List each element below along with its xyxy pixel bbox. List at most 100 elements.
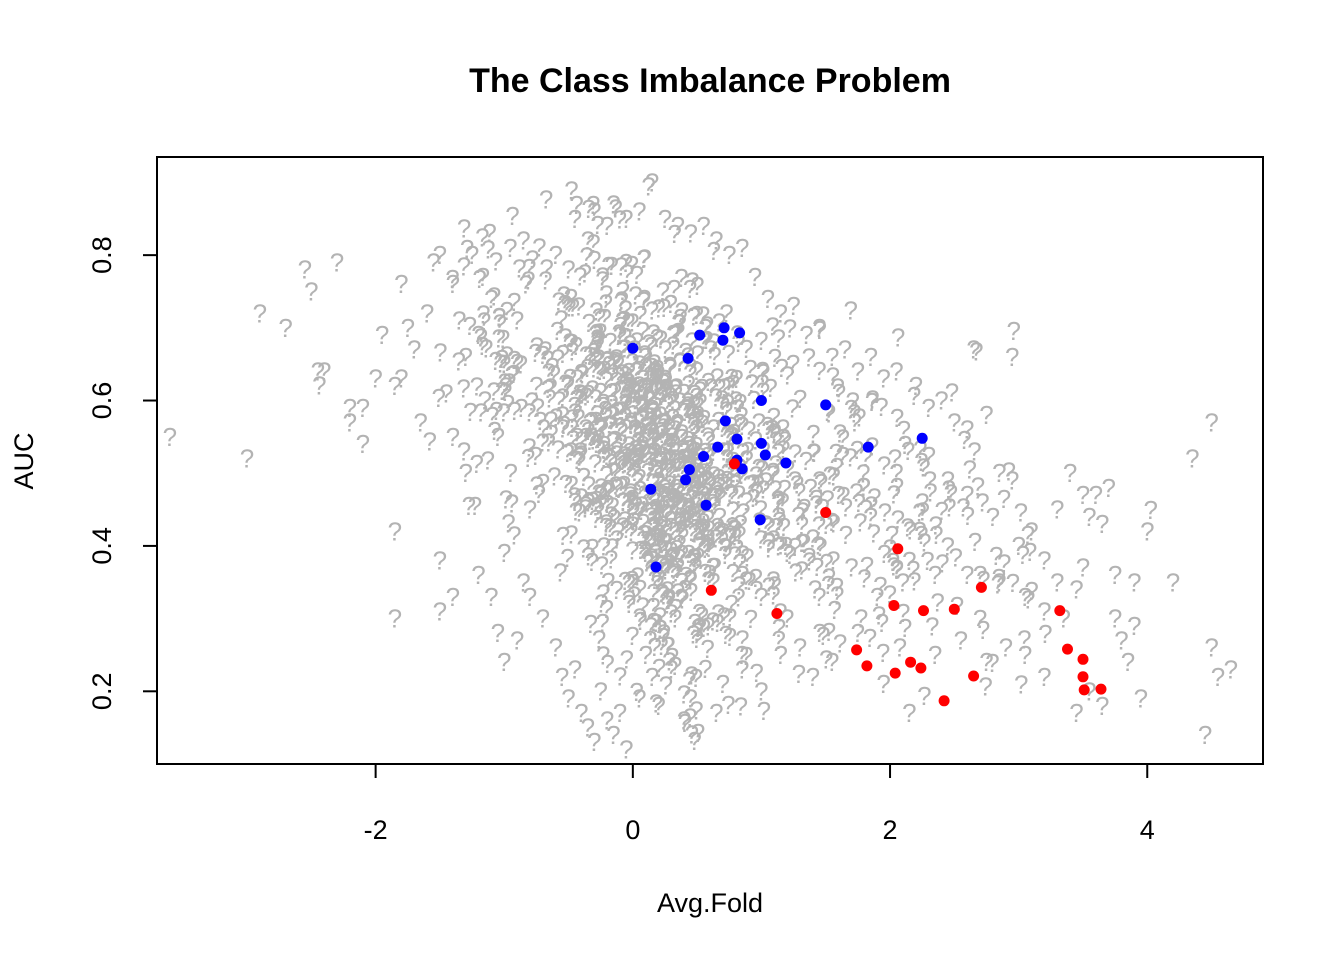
cloud-mark: ? (660, 452, 674, 482)
cloud-mark: ? (637, 519, 651, 549)
cloud-mark: ? (766, 580, 780, 610)
question-mark-point: ? (356, 429, 370, 459)
question-mark-point: ? (780, 538, 794, 568)
cloud-mark: ? (712, 502, 726, 532)
cloud-mark: ? (542, 384, 556, 414)
cloud-mark: ? (813, 532, 827, 562)
cloud-mark: ? (555, 382, 569, 412)
question-mark-point: ? (497, 349, 511, 379)
cloud-mark: ? (672, 508, 686, 538)
cloud-mark: ? (599, 460, 613, 490)
cloud-mark: ? (594, 588, 608, 618)
question-mark-point: ? (388, 604, 402, 634)
cloud-mark: ? (771, 324, 785, 354)
cloud-mark: ? (712, 516, 726, 546)
cloud-mark: ? (620, 443, 634, 473)
cloud-mark: ? (685, 267, 699, 297)
cloud-mark: ? (501, 389, 515, 419)
cloud-mark: ? (648, 403, 662, 433)
question-mark-point: ? (876, 669, 890, 699)
question-mark-point: ? (645, 167, 659, 197)
cloud-mark: ? (668, 414, 682, 444)
cloud-mark: ? (761, 533, 775, 563)
cloud-mark: ? (887, 479, 901, 509)
question-mark-point: ? (478, 386, 492, 416)
cloud-mark: ? (528, 441, 542, 471)
cloud-mark: ? (645, 295, 659, 325)
cloud-mark: ? (833, 628, 847, 658)
cloud-mark: ? (572, 292, 586, 322)
cloud-mark: ? (771, 531, 785, 561)
cloud-mark: ? (700, 421, 714, 451)
cloud-mark: ? (688, 457, 702, 487)
cloud-mark: ? (716, 391, 730, 421)
cloud-mark: ? (944, 478, 958, 508)
question-mark-point: ? (966, 335, 980, 365)
red-point (1078, 684, 1090, 696)
cloud-mark: ? (627, 376, 641, 406)
cloud-mark: ? (498, 367, 512, 397)
cloud-mark: ? (662, 413, 676, 443)
cloud-mark: ? (560, 291, 574, 321)
cloud-mark: ? (688, 518, 702, 548)
question-mark-point: ? (793, 633, 807, 663)
cloud-mark: ? (648, 565, 662, 595)
cloud-mark: ? (711, 479, 725, 509)
cloud-mark: ? (556, 521, 570, 551)
cloud-mark: ? (570, 445, 584, 475)
cloud-mark: ? (742, 566, 756, 596)
cloud-mark: ? (845, 386, 859, 416)
cloud-mark: ? (654, 631, 668, 661)
x-axis: -2 0 2 4 (364, 763, 1155, 845)
cloud-mark: ? (722, 424, 736, 454)
cloud-mark: ? (634, 496, 648, 526)
cloud-mark: ? (636, 393, 650, 423)
cloud-mark: ? (681, 496, 695, 526)
cloud-mark: ? (675, 423, 689, 453)
cloud-mark: ? (907, 566, 921, 596)
cloud-mark: ? (678, 503, 692, 533)
cloud-mark: ? (554, 305, 568, 335)
blue-point (683, 464, 695, 476)
cloud-mark: ? (689, 300, 703, 330)
question-mark-point: ? (458, 458, 472, 488)
question-mark-point: ? (1198, 720, 1212, 750)
cloud-mark: ? (596, 391, 610, 421)
cloud-mark: ? (792, 477, 806, 507)
question-mark-point: ? (831, 480, 845, 510)
cloud-mark: ? (766, 566, 780, 596)
cloud-mark: ? (678, 487, 692, 517)
cloud-mark: ? (997, 549, 1011, 579)
cloud-mark: ? (663, 453, 677, 483)
cloud-mark: ? (564, 470, 578, 500)
cloud-mark: ? (721, 419, 735, 449)
question-mark-point: ? (999, 633, 1013, 663)
cloud-mark: ? (712, 373, 726, 403)
cloud-mark: ? (668, 651, 682, 681)
question-mark-point: ? (484, 284, 498, 314)
cloud-mark: ? (674, 515, 688, 545)
cloud-mark: ? (740, 543, 754, 573)
cloud-mark: ? (710, 608, 724, 638)
cloud-mark: ? (865, 387, 879, 417)
cloud-mark: ? (703, 470, 717, 500)
cloud-mark: ? (623, 486, 637, 516)
cloud-mark: ? (797, 528, 811, 558)
cloud-mark: ? (612, 319, 626, 349)
cloud-mark: ? (768, 474, 782, 504)
cloud-mark: ? (653, 454, 667, 484)
question-mark-point: ? (491, 618, 505, 648)
cloud-mark: ? (774, 531, 788, 561)
cloud-mark: ? (574, 384, 588, 414)
cloud-mark: ? (584, 406, 598, 436)
cloud-mark: ? (599, 508, 613, 538)
cloud-mark: ? (588, 449, 602, 479)
cloud-mark: ? (463, 397, 477, 427)
cloud-mark: ? (674, 502, 688, 532)
cloud-mark: ? (614, 428, 628, 458)
cloud-mark: ? (888, 444, 902, 474)
cloud-mark: ? (671, 552, 685, 582)
cloud-mark: ? (626, 400, 640, 430)
question-mark-point: ? (870, 582, 884, 612)
cloud-mark: ? (795, 511, 809, 541)
